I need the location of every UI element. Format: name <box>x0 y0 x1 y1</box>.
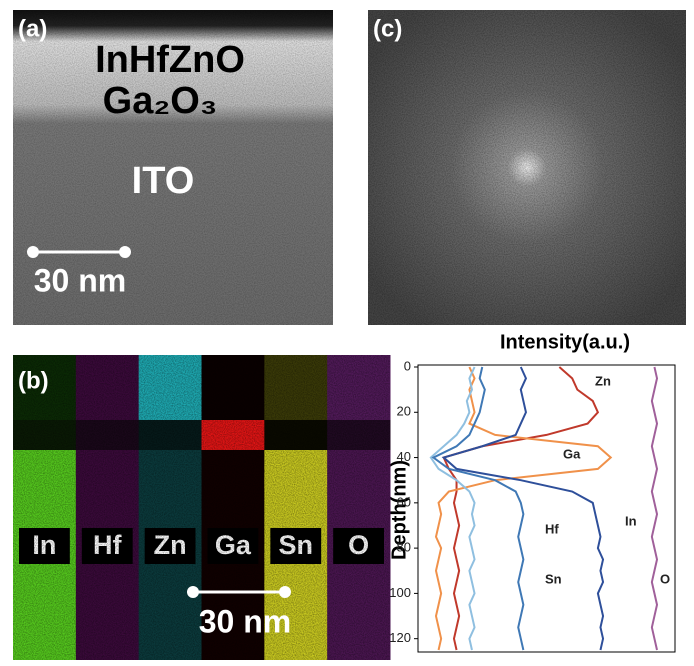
scale-bar-end <box>27 246 39 258</box>
scale-label: 30 nm <box>199 603 291 639</box>
profile-line <box>442 366 600 651</box>
series-label: Ga <box>563 446 581 461</box>
series-label: O <box>660 571 670 586</box>
profile-line <box>429 366 476 651</box>
layer-label: ITO <box>132 160 195 202</box>
profile-line <box>650 366 659 651</box>
y-tick-label: 0 <box>404 358 411 373</box>
layer-label: InHfZnO <box>95 39 245 81</box>
texture <box>13 355 390 660</box>
profile-line <box>431 366 525 651</box>
layer-label: Ga₂O₃ <box>103 80 218 122</box>
panel-label: (c) <box>373 15 402 42</box>
y-tick-label: 20 <box>397 404 411 419</box>
series-label: Zn <box>595 373 611 388</box>
eds-maps: In Hf Zn Ga Sn O <box>13 355 391 660</box>
y-tick-label: 120 <box>389 630 411 645</box>
scale-bar-end <box>187 586 199 598</box>
y-tick-label: 60 <box>397 494 411 509</box>
series-label: Hf <box>545 521 559 536</box>
series-label: Sn <box>545 571 562 586</box>
scale-label: 30 nm <box>34 262 126 298</box>
texture <box>368 10 686 325</box>
y-axis-title: Depth(nm) <box>388 460 410 560</box>
y-tick-label: 40 <box>397 449 411 464</box>
profile-line <box>434 366 613 651</box>
series-label: In <box>625 513 637 528</box>
scale-bar-end <box>119 246 131 258</box>
profile-line <box>441 366 605 651</box>
panel-label: (a) <box>18 15 47 42</box>
texture <box>13 10 333 325</box>
y-tick-label: 100 <box>389 585 411 600</box>
plot-frame <box>417 364 676 653</box>
y-tick-label: 80 <box>397 540 411 555</box>
panel-label: (b) <box>18 367 49 394</box>
x-axis-title: Intensity(a.u.) <box>500 331 630 353</box>
scale-bar-end <box>279 586 291 598</box>
